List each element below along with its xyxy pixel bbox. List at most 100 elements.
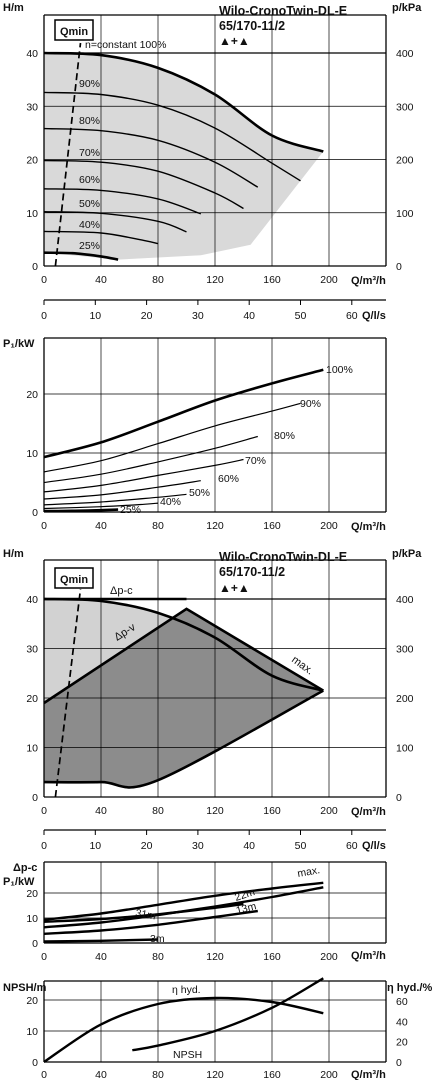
- series-label: NPSH: [173, 1049, 202, 1061]
- y2-axis-label: p/kPa: [392, 2, 422, 14]
- qmin-line: [54, 588, 82, 798]
- chart-title: Wilo-CronoTwin-DL-E: [219, 4, 347, 18]
- y-axis-label: P₁/kW: [3, 338, 35, 350]
- y-tick-label: 20: [26, 389, 38, 401]
- series-label: 60%: [79, 174, 100, 186]
- x-tick-label: 120: [206, 520, 224, 532]
- qmin-box: [54, 19, 94, 41]
- chart-title: Wilo-CronoTwin-DL-E: [219, 550, 347, 564]
- y-tick-label: 0: [32, 938, 38, 950]
- series-label: 50%: [189, 487, 210, 499]
- x-tick-label: 160: [263, 805, 281, 817]
- x2-tick-label: 40: [243, 840, 255, 852]
- y-tick-label: 30: [26, 644, 38, 656]
- qmin-label: Qmin: [60, 26, 88, 38]
- x-tick-labels: 0 40 80 120 160 200: [41, 951, 338, 963]
- x-tick-label: 40: [95, 951, 107, 963]
- y2-axis-label: η hyd./%: [387, 982, 432, 994]
- series-label: max.: [296, 864, 321, 880]
- series-label: 40%: [160, 496, 181, 508]
- y-axis-label-top: Δp-c: [13, 862, 37, 874]
- series-line: [43, 188, 202, 215]
- y2-tick-label: 300: [396, 101, 414, 113]
- series-labels: 100% 90% 80% 70% 60% 50% 40% 25%: [120, 364, 353, 516]
- y-tick-label: 20: [26, 995, 38, 1007]
- x-tick-labels: 0 40 80 120 160 200: [41, 1069, 338, 1080]
- y-tick-labels: 0 10 20: [26, 888, 38, 950]
- axes: [43, 14, 387, 267]
- qmin-label: Qmin: [60, 574, 88, 586]
- series-label: 31m: [134, 907, 156, 922]
- y2-tick-label: 40: [396, 1016, 408, 1028]
- series-line: [132, 977, 324, 1052]
- x2-tick-label: 30: [192, 840, 204, 852]
- x-tick-label: 160: [263, 951, 281, 963]
- x-tick-label: 200: [320, 805, 338, 817]
- x-tick-label: 40: [95, 274, 107, 286]
- series-labels: η hyd. NPSH: [172, 984, 202, 1061]
- axes: [43, 559, 387, 798]
- series-line: [43, 881, 324, 921]
- x-axis-label: Q/m³/h: [351, 521, 386, 533]
- x-tick-label: 80: [152, 520, 164, 532]
- x-tick-label: 40: [95, 805, 107, 817]
- x-tick-label: 200: [320, 951, 338, 963]
- x2-tick-label: 10: [89, 310, 101, 322]
- series-label: 90%: [300, 398, 321, 410]
- x-tick-label: 0: [41, 520, 47, 532]
- series-line: [43, 909, 258, 935]
- y-tick-label: 10: [26, 1026, 38, 1038]
- x2-tick-labels: 0 10 20 30 40 50 60: [41, 829, 386, 852]
- y-tick-label: 0: [32, 507, 38, 519]
- y2-tick-labels: 0 100 200 300 400: [396, 48, 414, 273]
- series-line: [43, 902, 244, 923]
- y-axis-label: NPSH/m: [3, 982, 47, 994]
- y2-tick-label: 300: [396, 644, 414, 656]
- series-line: [43, 435, 258, 484]
- y2-tick-labels: 0 20 40 60: [396, 996, 408, 1069]
- series-label: 40%: [79, 219, 100, 231]
- y-tick-label: 20: [26, 155, 38, 167]
- x-tick-labels: 0 40 80 120 160 200: [41, 274, 338, 286]
- y-tick-label: 40: [26, 48, 38, 60]
- x-tick-label: 120: [206, 274, 224, 286]
- operating-area-fill: [44, 53, 324, 260]
- series-label: 80%: [79, 115, 100, 127]
- chart-subtitle: 65/170-11/2: [219, 565, 285, 579]
- x-axis-label: Q/m³/h: [351, 950, 386, 962]
- axes: [43, 980, 387, 1063]
- y-tick-label: 10: [26, 208, 38, 220]
- x2-tick-label: 60: [346, 840, 358, 852]
- y-tick-labels: 0 10 20 30 40: [26, 48, 38, 273]
- x-axis-label: Q/m³/h: [351, 275, 386, 287]
- qmin-line: [54, 42, 82, 267]
- y2-tick-label: 400: [396, 48, 414, 60]
- y-tick-label: 20: [26, 693, 38, 705]
- series-line: [43, 127, 259, 188]
- qmin-box: [54, 567, 94, 589]
- y2-tick-label: 0: [396, 1057, 402, 1069]
- y-tick-label: 10: [26, 913, 38, 925]
- x-tick-label: 160: [263, 1069, 281, 1080]
- x-tick-label: 160: [263, 520, 281, 532]
- x-tick-label: 80: [152, 274, 164, 286]
- x2-tick-label: 50: [295, 840, 307, 852]
- series-line: [43, 938, 159, 943]
- x2-tick-label: 30: [192, 310, 204, 322]
- series-label: 50%: [79, 198, 100, 210]
- x-tick-label: 0: [41, 805, 47, 817]
- x-tick-label: 120: [206, 951, 224, 963]
- series-line: [43, 230, 159, 245]
- series-line-min: [43, 689, 324, 789]
- y-tick-label: 40: [26, 594, 38, 606]
- y2-tick-label: 100: [396, 743, 414, 755]
- y-tick-label: 30: [26, 101, 38, 113]
- x-tick-label: 80: [152, 951, 164, 963]
- y-tick-label: 0: [32, 1057, 38, 1069]
- y2-tick-label: 200: [396, 693, 414, 705]
- series-line: [43, 493, 187, 506]
- x2-axis-label: Q/l/s: [362, 310, 386, 322]
- x-tick-label: 0: [41, 1069, 47, 1080]
